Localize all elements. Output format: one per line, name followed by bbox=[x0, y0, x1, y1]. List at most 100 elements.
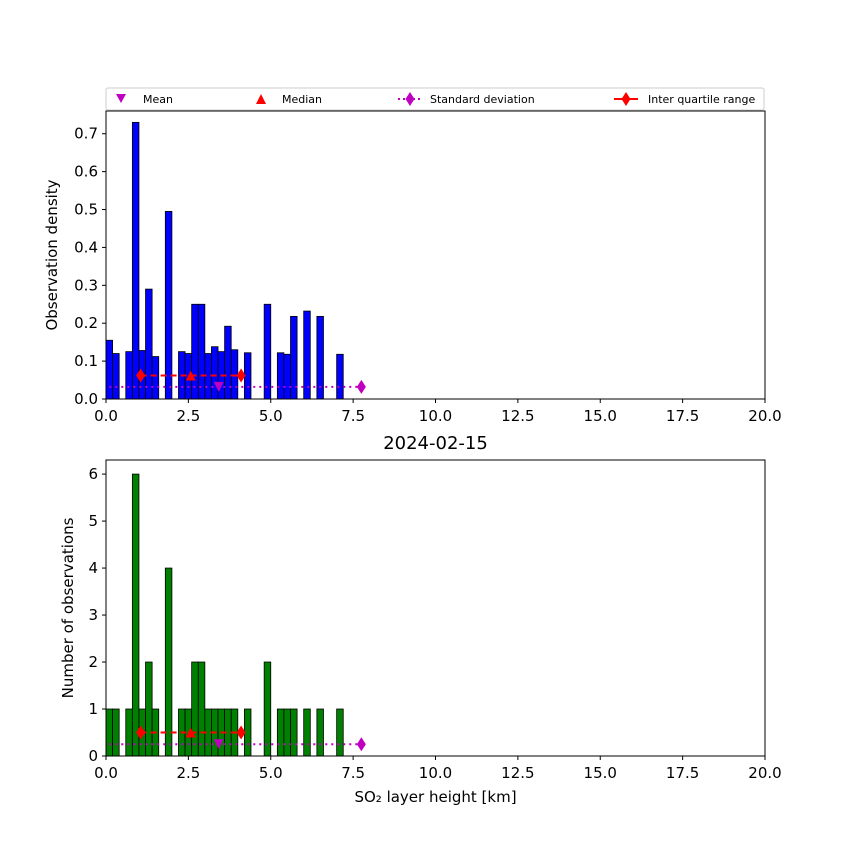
bottom-x-tick-label: 7.5 bbox=[341, 764, 365, 782]
std-diamond-icon bbox=[405, 92, 415, 106]
top-histogram-bar bbox=[211, 346, 219, 400]
top-x-tick-label: 5.0 bbox=[259, 407, 283, 425]
bottom-y-tick-label: 3 bbox=[88, 606, 98, 624]
top-y-tick-label: 0.4 bbox=[74, 238, 98, 256]
bottom-histogram-bar bbox=[276, 708, 285, 757]
top-axes-frame bbox=[105, 110, 766, 400]
top-histogram-bar bbox=[112, 353, 120, 400]
bottom-axes-frame bbox=[105, 459, 766, 757]
bottom-iqr-start-diamond-icon bbox=[136, 725, 146, 740]
top-histogram-bar bbox=[151, 356, 160, 400]
top-std-end-diamond-icon bbox=[356, 379, 366, 394]
top-histogram-bar bbox=[125, 351, 133, 400]
legend-entry-std: Standard deviation bbox=[398, 92, 535, 106]
legend-frame bbox=[105, 87, 765, 111]
top-y-tick-label: 0.1 bbox=[74, 352, 98, 370]
bottom-histogram-bar bbox=[197, 661, 206, 757]
top-x-tick-label: 20.0 bbox=[748, 407, 781, 425]
mean-triangle-down-icon bbox=[116, 94, 126, 103]
median-triangle-up-icon bbox=[256, 94, 266, 104]
bottom-x-tick-label: 12.5 bbox=[501, 764, 534, 782]
top-y-ticks: 0.0 0.1 0.2 0.3 0.4 0.5 0.6 0.7 bbox=[74, 125, 106, 408]
panel-bottom: 2024-02-15 0.0 2.5 5.0 7.5 10.0 12.5 15.0 17.5 2… bbox=[59, 433, 782, 806]
top-histogram-bar bbox=[283, 353, 291, 400]
top-histogram-bar bbox=[105, 339, 113, 400]
bottom-y-tick-label: 5 bbox=[88, 512, 98, 530]
bottom-iqr-end-diamond-icon bbox=[236, 725, 246, 740]
top-x-tick-label: 2.5 bbox=[176, 407, 200, 425]
bottom-x-tick-label: 15.0 bbox=[584, 764, 617, 782]
top-histogram-bar bbox=[243, 352, 252, 400]
bottom-histogram-bar bbox=[290, 708, 298, 757]
top-stats bbox=[109, 368, 366, 394]
bottom-y-tick-label: 6 bbox=[88, 465, 98, 483]
bottom-x-ticks: 0.0 2.5 5.0 7.5 10.0 12.5 15.0 17.5 20.0 bbox=[94, 756, 782, 782]
bottom-histogram-bar bbox=[336, 708, 344, 757]
panel-top: 0.0 2.5 5.0 7.5 10.0 12.5 15.0 17.5 20.0 0.00.10… bbox=[43, 110, 782, 425]
top-histogram-bar bbox=[263, 303, 272, 400]
bottom-histogram-bar bbox=[145, 661, 153, 757]
bottom-y-tick-label: 4 bbox=[88, 559, 98, 577]
bottom-histogram-bar bbox=[131, 473, 140, 757]
bottom-y-axis-label: Number of observations bbox=[59, 517, 77, 698]
bottom-chart-title: 2024-02-15 bbox=[383, 433, 488, 454]
bottom-x-tick-label: 20.0 bbox=[748, 764, 781, 782]
bottom-mean-marker-icon bbox=[213, 739, 224, 750]
top-x-ticks: 0.0 2.5 5.0 7.5 10.0 12.5 15.0 17.5 20.0 bbox=[94, 399, 782, 425]
top-histogram-bar bbox=[197, 303, 206, 400]
legend: Mean Median Standard deviation Inter qua… bbox=[105, 87, 765, 111]
bottom-y-tick-label: 0 bbox=[88, 747, 98, 765]
top-histogram-bar bbox=[303, 310, 311, 400]
top-y-tick-label: 0.3 bbox=[74, 276, 98, 294]
bottom-x-tick-label: 0.0 bbox=[94, 764, 118, 782]
top-x-tick-label: 15.0 bbox=[584, 407, 617, 425]
top-y-tick-label: 0.2 bbox=[74, 314, 98, 332]
bottom-histogram-bar bbox=[316, 708, 324, 757]
bottom-histogram-bar bbox=[303, 708, 311, 757]
bottom-histogram-bar bbox=[263, 661, 272, 757]
legend-entry-mean: Mean bbox=[116, 93, 173, 106]
top-histogram-bar bbox=[276, 352, 285, 400]
top-x-tick-label: 0.0 bbox=[94, 407, 118, 425]
top-y-tick-label: 0.7 bbox=[74, 125, 98, 143]
bottom-y-tick-label: 2 bbox=[88, 653, 98, 671]
top-histogram-bar bbox=[131, 121, 140, 400]
top-histogram-bar bbox=[224, 325, 232, 400]
top-histogram-bar bbox=[145, 288, 153, 400]
bottom-histogram-bar bbox=[112, 708, 120, 757]
top-x-tick-label: 17.5 bbox=[666, 407, 699, 425]
top-x-tick-label: 12.5 bbox=[501, 407, 534, 425]
bottom-histogram-bar bbox=[191, 661, 199, 757]
bottom-median-marker-icon bbox=[185, 727, 196, 738]
top-y-tick-label: 0.0 bbox=[74, 390, 98, 408]
bottom-x-tick-label: 10.0 bbox=[419, 764, 452, 782]
bottom-histogram-bar bbox=[164, 567, 173, 757]
top-y-axis-label: Observation density bbox=[43, 179, 61, 330]
bottom-y-tick-label: 1 bbox=[88, 700, 98, 718]
legend-label-std: Standard deviation bbox=[430, 93, 535, 106]
top-x-tick-label: 7.5 bbox=[341, 407, 365, 425]
top-y-tick-label: 0.5 bbox=[74, 201, 98, 219]
bottom-x-tick-label: 2.5 bbox=[176, 764, 200, 782]
legend-label-iqr: Inter quartile range bbox=[648, 93, 755, 106]
bottom-x-tick-label: 17.5 bbox=[666, 764, 699, 782]
top-bars bbox=[105, 121, 344, 400]
top-histogram-bar bbox=[164, 211, 173, 400]
iqr-diamond-icon bbox=[621, 92, 631, 106]
bottom-y-ticks: 0 1 2 3 4 5 6 bbox=[88, 465, 106, 765]
legend-label-mean: Mean bbox=[143, 93, 173, 106]
top-histogram-bar bbox=[336, 353, 344, 400]
top-x-tick-label: 10.0 bbox=[419, 407, 452, 425]
bottom-histogram-bar bbox=[105, 708, 113, 757]
top-median-marker-icon bbox=[185, 370, 196, 381]
bottom-stats bbox=[109, 725, 366, 752]
top-histogram-bar bbox=[191, 303, 199, 400]
legend-label-median: Median bbox=[282, 93, 322, 106]
bottom-bars bbox=[105, 473, 344, 757]
top-mean-marker-icon bbox=[213, 381, 224, 392]
top-y-tick-label: 0.6 bbox=[74, 163, 98, 181]
legend-entry-iqr: Inter quartile range bbox=[614, 92, 755, 106]
bottom-x-axis-label: SO₂ layer height [km] bbox=[354, 788, 516, 806]
legend-entry-median: Median bbox=[256, 93, 322, 106]
